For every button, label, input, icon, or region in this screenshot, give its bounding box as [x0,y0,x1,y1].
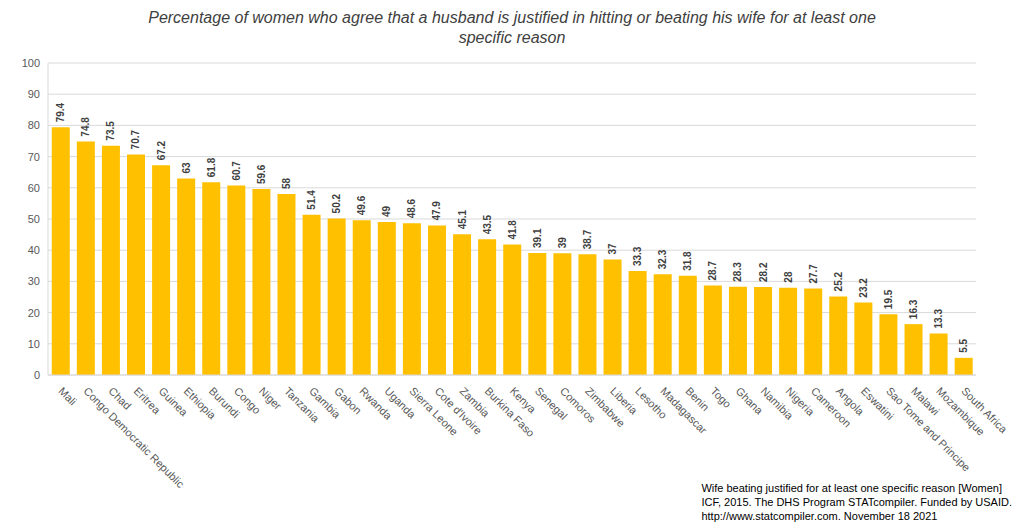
svg-text:37: 37 [607,243,618,255]
svg-text:13.3: 13.3 [933,309,944,329]
svg-text:100: 100 [22,57,40,69]
svg-text:Togo: Togo [708,385,733,410]
svg-text:South Africa: South Africa [959,385,1010,436]
svg-text:Niger: Niger [257,385,284,412]
svg-text:50.2: 50.2 [331,193,342,213]
svg-text:Gabon: Gabon [332,385,364,417]
svg-text:Liberia: Liberia [608,384,640,417]
svg-text:Madagascar: Madagascar [658,384,710,437]
svg-text:Angola: Angola [833,384,867,418]
svg-text:Cote d'Ivoire: Cote d'Ivoire [432,384,485,437]
svg-text:Uganda: Uganda [382,384,419,421]
svg-text:Zimbabwe: Zimbabwe [583,384,628,430]
svg-text:50: 50 [28,213,40,225]
svg-text:Burkina Faso: Burkina Faso [482,384,537,440]
svg-text:59.6: 59.6 [256,164,267,184]
svg-text:16.3: 16.3 [908,299,919,319]
svg-text:Mozambique: Mozambique [934,384,988,438]
svg-text:Congo: Congo [232,385,263,416]
svg-text:0: 0 [34,369,40,381]
svg-text:61.8: 61.8 [206,157,217,177]
svg-text:32.3: 32.3 [657,249,668,269]
svg-text:60.7: 60.7 [231,161,242,181]
svg-text:Sao Tome and Principe: Sao Tome and Principe [884,385,973,474]
svg-text:49.6: 49.6 [356,195,367,215]
svg-text:Tanzania: Tanzania [282,384,322,425]
svg-text:73.5: 73.5 [105,121,116,141]
svg-text:49: 49 [381,206,392,218]
svg-text:Rwanda: Rwanda [357,384,395,422]
svg-text:Gambia: Gambia [307,384,343,421]
svg-text:39.1: 39.1 [532,228,543,248]
svg-text:67.2: 67.2 [156,140,167,160]
html-text:Wife beating justified for at: Wife beating justified for at least one … [701,482,1002,494]
html-text:Percentage of women who agree: Percentage of women who agree that a hus… [148,9,876,46]
svg-text:Chad: Chad [106,385,133,412]
svg-text:Eswatini: Eswatini [858,384,897,423]
svg-text:Benin: Benin [683,385,711,413]
svg-text:5.5: 5.5 [958,339,969,353]
svg-text:Nigeria: Nigeria [783,384,817,418]
svg-text:30: 30 [28,275,40,287]
svg-text:51.4: 51.4 [306,190,317,210]
svg-text:33.3: 33.3 [632,246,643,266]
svg-text:70.7: 70.7 [131,130,142,150]
svg-text:Ethiopia: Ethiopia [181,384,219,422]
html-text:ICF, 2015. The DHS Program STA: ICF, 2015. The DHS Program STATcompiler.… [701,496,1012,508]
svg-text:43.5: 43.5 [482,214,493,234]
svg-text:Congo Democratic Republic: Congo Democratic Republic [81,384,187,491]
svg-text:45.1: 45.1 [457,209,468,229]
svg-text:28.3: 28.3 [732,262,743,282]
svg-text:47.9: 47.9 [431,201,442,221]
svg-text:23.2: 23.2 [858,278,869,298]
svg-text:38.7: 38.7 [582,229,593,249]
svg-text:70: 70 [28,151,40,163]
svg-text:Guinea: Guinea [156,384,191,419]
svg-text:Malawi: Malawi [909,384,942,418]
svg-text:Mali: Mali [56,385,79,408]
svg-text:Comoros: Comoros [557,384,598,425]
svg-text:19.5: 19.5 [883,289,894,309]
svg-text:58: 58 [281,177,292,189]
svg-text:Lesotho: Lesotho [633,384,670,421]
svg-text:Ghana: Ghana [733,384,766,417]
svg-text:Senegal: Senegal [532,384,570,422]
svg-text:10: 10 [28,338,40,350]
svg-text:28.7: 28.7 [707,261,718,281]
svg-text:63: 63 [181,162,192,174]
svg-text:Kenya: Kenya [508,385,539,416]
svg-text:80: 80 [28,119,40,131]
svg-text:28.2: 28.2 [758,262,769,282]
svg-text:41.8: 41.8 [507,220,518,240]
svg-text:79.4: 79.4 [55,102,66,122]
svg-text:39: 39 [557,237,568,249]
svg-text:Namibia: Namibia [758,384,796,422]
svg-text:28: 28 [783,271,794,283]
svg-text:31.8: 31.8 [682,251,693,271]
svg-text:Sierra Leone: Sierra Leone [407,384,461,438]
svg-text:Cameroon: Cameroon [808,384,854,430]
svg-text:90: 90 [28,88,40,100]
svg-text:60: 60 [28,182,40,194]
svg-text:Eritrea: Eritrea [132,385,164,417]
svg-text:Burundi: Burundi [206,384,243,421]
svg-text:40: 40 [28,244,40,256]
svg-text:Zambia: Zambia [457,384,492,420]
svg-text:25.2: 25.2 [833,271,844,291]
svg-text:48.6: 48.6 [406,198,417,218]
svg-text:74.8: 74.8 [80,117,91,137]
svg-text:20: 20 [28,307,40,319]
svg-text:27.7: 27.7 [808,264,819,284]
html-text:http://www.statcompiler.com. N: http://www.statcompiler.com. November 18… [701,510,938,522]
